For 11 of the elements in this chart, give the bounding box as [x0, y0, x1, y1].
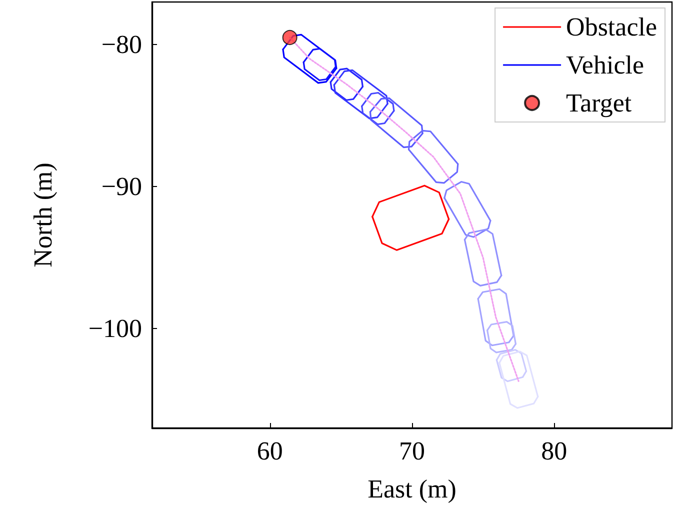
y-tick-label: −90 [101, 172, 142, 202]
legend-label: Obstacle [566, 12, 658, 42]
y-tick-label: −80 [101, 30, 142, 60]
y-tick-label: −100 [88, 314, 142, 344]
x-tick-label: 60 [256, 436, 283, 466]
x-tick-label: 70 [399, 436, 425, 466]
legend-label: Target [566, 88, 632, 118]
x-axis-title: East (m) [368, 474, 456, 504]
x-tick-label: 80 [541, 436, 568, 466]
y-axis-title: North (m) [28, 162, 58, 268]
legend-label: Vehicle [566, 50, 644, 80]
